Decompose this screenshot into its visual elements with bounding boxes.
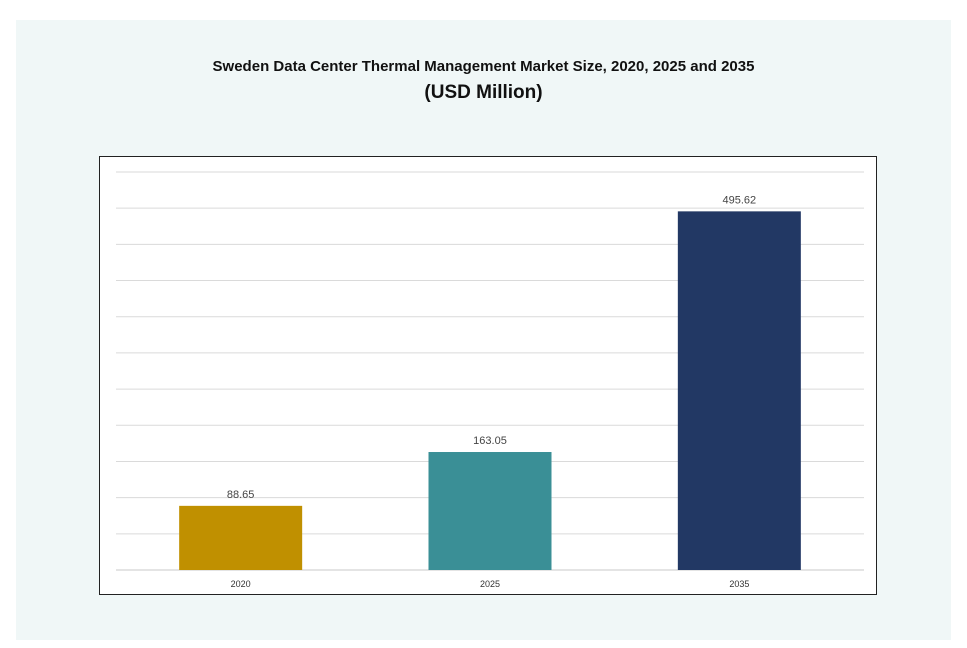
chart-title: Sweden Data Center Thermal Management Ma… <box>212 58 755 75</box>
bar-2020 <box>179 505 303 570</box>
data-label-2035: 495.62 <box>723 194 757 206</box>
x-tick-label-2035: 2035 <box>729 579 749 589</box>
bar-2025 <box>428 452 552 570</box>
x-tick-label-2020: 2020 <box>231 579 251 589</box>
data-label-2020: 88.65 <box>227 489 255 501</box>
chart-subtitle: (USD Million) <box>424 82 543 103</box>
plot-area: 88.65 2020 163.05 2025 495.62 2035 <box>99 156 877 595</box>
bar-chart: 88.65 2020 163.05 2025 495.62 2035 <box>116 171 864 589</box>
x-tick-label-2025: 2025 <box>480 579 500 589</box>
bar-2035 <box>677 211 801 570</box>
data-label-2025: 163.05 <box>473 435 507 447</box>
